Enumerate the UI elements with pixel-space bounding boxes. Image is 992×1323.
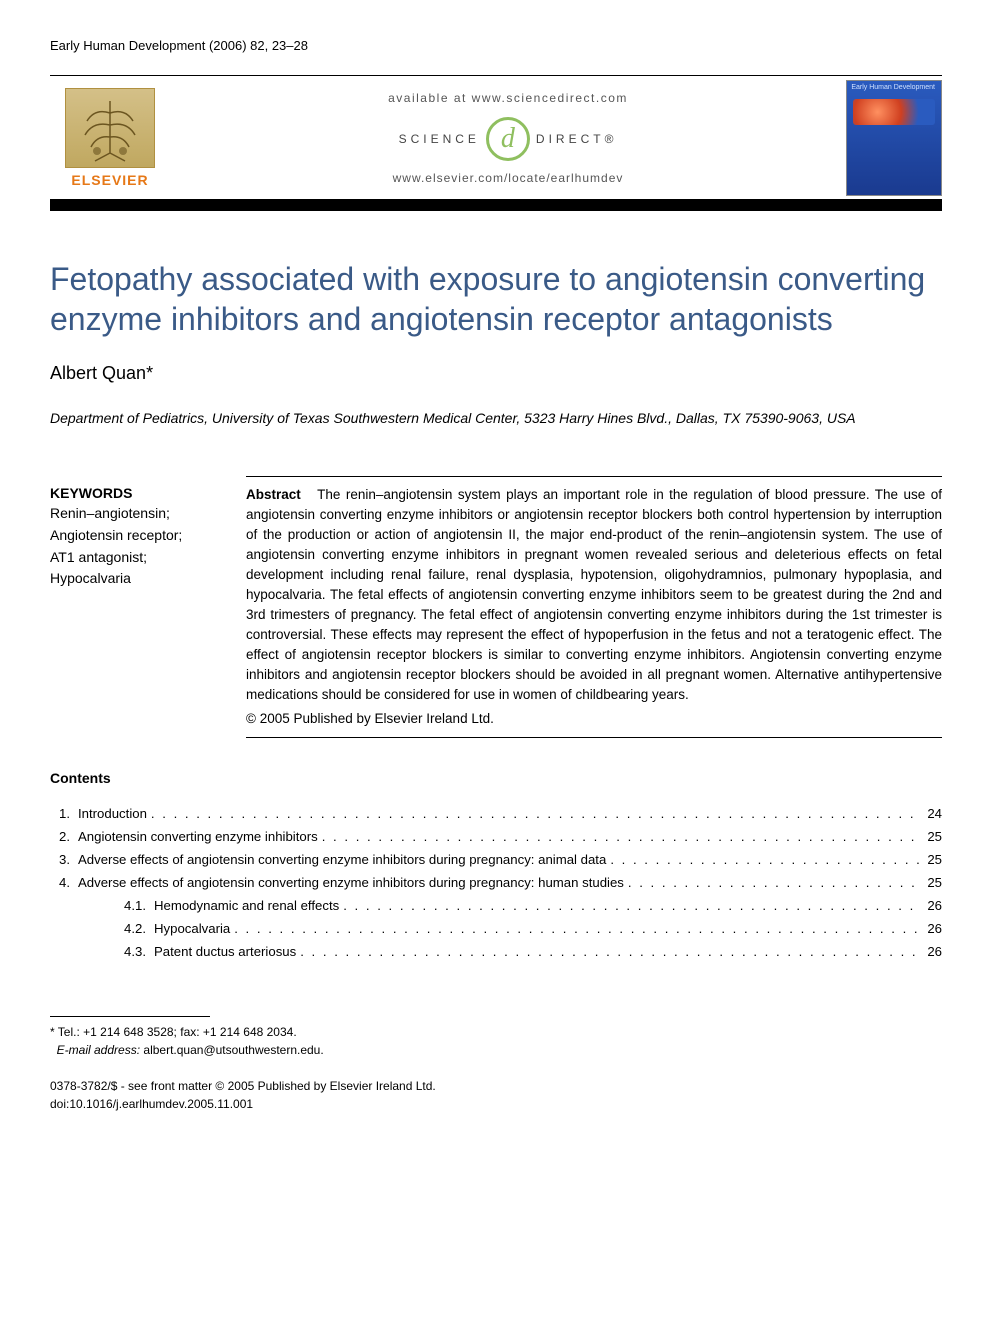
publisher-name: ELSEVIER xyxy=(71,172,148,188)
journal-url: www.elsevier.com/locate/earlhumdev xyxy=(170,171,846,185)
toc-leader-dots: . . . . . . . . . . . . . . . . . . . . … xyxy=(147,802,921,825)
abstract-bottom-rule xyxy=(246,737,942,738)
toc-number: 4.3. xyxy=(88,940,154,963)
toc-number: 2. xyxy=(50,825,78,848)
toc-number: 3. xyxy=(50,848,78,871)
footnote-rule xyxy=(50,1016,210,1017)
sd-circle-icon: d xyxy=(486,117,530,161)
keywords-column: KEYWORDS Renin–angiotensin; Angiotensin … xyxy=(50,485,218,729)
keywords-list: Renin–angiotensin; Angiotensin receptor;… xyxy=(50,503,218,590)
toc-leader-dots: . . . . . . . . . . . . . . . . . . . . … xyxy=(296,940,921,963)
corresponding-marker: * xyxy=(146,363,153,383)
journal-cover-thumbnail: Early Human Development xyxy=(846,80,942,196)
toc-row: 4.1.Hemodynamic and renal effects. . . .… xyxy=(50,894,942,917)
toc-leader-dots: . . . . . . . . . . . . . . . . . . . . … xyxy=(230,917,921,940)
cover-title: Early Human Development xyxy=(851,84,935,92)
toc-label: Hemodynamic and renal effects xyxy=(154,894,339,917)
toc-number: 4. xyxy=(50,871,78,894)
cover-art-icon xyxy=(853,99,935,125)
toc-label: Adverse effects of angiotensin convertin… xyxy=(78,848,606,871)
sd-text-right: DIRECT® xyxy=(536,132,618,146)
footnote-email: albert.quan@utsouthwestern.edu. xyxy=(143,1043,323,1057)
footnote-email-label: E-mail address: xyxy=(57,1043,140,1057)
footnote-marker: * xyxy=(50,1025,55,1039)
toc-page: 24 xyxy=(921,802,942,825)
toc-page: 25 xyxy=(921,825,942,848)
toc-page: 26 xyxy=(921,917,942,940)
toc-page: 26 xyxy=(921,940,942,963)
doi-line: doi:10.1016/j.earlhumdev.2005.11.001 xyxy=(50,1097,253,1111)
author-line: Albert Quan* xyxy=(50,363,942,384)
affiliation: Department of Pediatrics, University of … xyxy=(50,408,942,428)
toc-page: 25 xyxy=(921,871,942,894)
abstract-column: Abstract The renin–angiotensin system pl… xyxy=(246,485,942,729)
toc-label: Patent ductus arteriosus xyxy=(154,940,296,963)
keywords-heading: KEYWORDS xyxy=(50,485,218,501)
toc-label: Angiotensin converting enzyme inhibitors xyxy=(78,825,318,848)
author-name: Albert Quan xyxy=(50,363,146,383)
toc-leader-dots: . . . . . . . . . . . . . . . . . . . . … xyxy=(318,825,922,848)
elsevier-tree-icon xyxy=(65,88,155,168)
toc-row: 4.3.Patent ductus arteriosus. . . . . . … xyxy=(50,940,942,963)
footnote-contact: Tel.: +1 214 648 3528; fax: +1 214 648 2… xyxy=(58,1025,297,1039)
toc-row: 4.Adverse effects of angiotensin convert… xyxy=(50,871,942,894)
toc-row: 2.Angiotensin converting enzyme inhibito… xyxy=(50,825,942,848)
journal-citation: Early Human Development (2006) 82, 23–28 xyxy=(50,38,942,53)
keywords-abstract-block: KEYWORDS Renin–angiotensin; Angiotensin … xyxy=(50,477,942,729)
toc-label: Adverse effects of angiotensin convertin… xyxy=(78,871,624,894)
toc-label: Introduction xyxy=(78,802,147,825)
abstract-label: Abstract xyxy=(246,487,301,502)
toc-row: 1.Introduction. . . . . . . . . . . . . … xyxy=(50,802,942,825)
doi-block: 0378-3782/$ - see front matter © 2005 Pu… xyxy=(50,1077,942,1113)
toc-page: 26 xyxy=(921,894,942,917)
publisher-logo: ELSEVIER xyxy=(50,88,170,188)
toc-leader-dots: . . . . . . . . . . . . . . . . . . . . … xyxy=(624,871,921,894)
masthead-rule xyxy=(50,199,942,211)
toc-number: 1. xyxy=(50,802,78,825)
available-at-text: available at www.sciencedirect.com xyxy=(170,91,846,105)
toc-number: 4.1. xyxy=(88,894,154,917)
issn-line: 0378-3782/$ - see front matter © 2005 Pu… xyxy=(50,1079,436,1093)
contents-heading: Contents xyxy=(50,770,942,786)
sciencedirect-logo: SCIENCE d DIRECT® xyxy=(170,117,846,161)
abstract-copyright: © 2005 Published by Elsevier Ireland Ltd… xyxy=(246,709,942,729)
toc-row: 3.Adverse effects of angiotensin convert… xyxy=(50,848,942,871)
toc-row: 4.2.Hypocalvaria. . . . . . . . . . . . … xyxy=(50,917,942,940)
masthead: ELSEVIER available at www.sciencedirect.… xyxy=(50,75,942,193)
sd-text-left: SCIENCE xyxy=(399,132,480,146)
masthead-center: available at www.sciencedirect.com SCIEN… xyxy=(170,91,846,185)
article-title: Fetopathy associated with exposure to an… xyxy=(50,259,942,339)
abstract-text: The renin–angiotensin system plays an im… xyxy=(246,487,942,702)
toc-label: Hypocalvaria xyxy=(154,917,230,940)
toc-leader-dots: . . . . . . . . . . . . . . . . . . . . … xyxy=(339,894,921,917)
toc-page: 25 xyxy=(921,848,942,871)
table-of-contents: 1.Introduction. . . . . . . . . . . . . … xyxy=(50,802,942,964)
toc-number: 4.2. xyxy=(88,917,154,940)
corresponding-footnote: * Tel.: +1 214 648 3528; fax: +1 214 648… xyxy=(50,1023,942,1059)
toc-leader-dots: . . . . . . . . . . . . . . . . . . . . … xyxy=(606,848,921,871)
